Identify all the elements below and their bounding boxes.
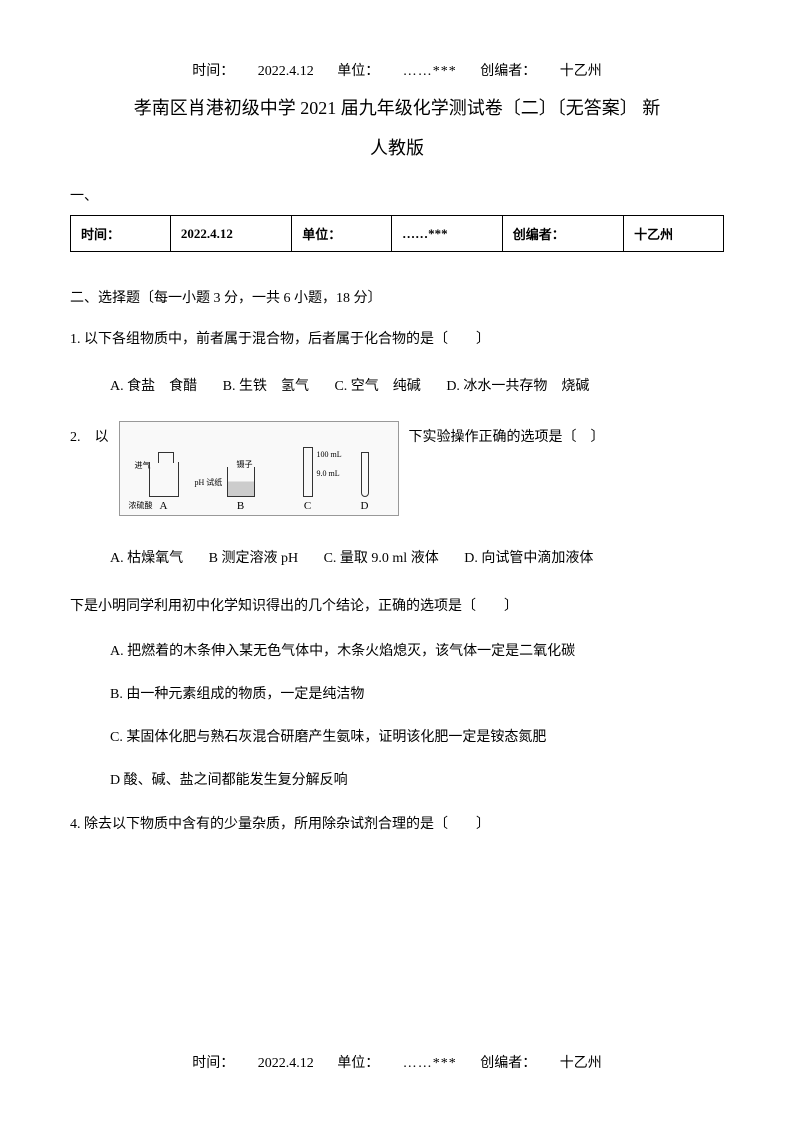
option-b: B. 生铁 氢气 [223, 379, 309, 394]
question-3-option-a: A. 把燃着的木条伸入某无色气体中，木条火焰熄灭，该气体一定是二氧化碳 [70, 639, 724, 664]
option-c: C. 量取 9.0 ml 液体 [324, 551, 439, 566]
apparatus-label-a: A [160, 500, 168, 512]
apparatus-d: D [361, 452, 369, 497]
apparatus-c-9ml: 9.0 mL [317, 469, 340, 478]
question-4: 4. 除去以下物质中含有的少量杂质，所用除杂试剂合理的是〔 〕 [70, 812, 724, 837]
table-cell: 十乙州 [624, 216, 724, 252]
cylinder-icon [303, 447, 313, 497]
apparatus-label-c: C [304, 500, 311, 512]
question-2-options: A. 枯燥氧气 B 测定溶液 pH C. 量取 9.0 ml 液体 D. 向试管… [70, 546, 724, 571]
option-d: D. 向试管中滴加液体 [464, 551, 593, 566]
question-2: 2. 以 进气 浓硫酸 A 镊子 pH 试纸 B 100 mL 9.0 mL C… [70, 421, 724, 516]
experiment-diagram: 进气 浓硫酸 A 镊子 pH 试纸 B 100 mL 9.0 mL C D [119, 421, 399, 516]
question-1: 1. 以下各组物质中，前者属于混合物，后者属于化合物的是〔 〕 [70, 327, 724, 352]
option-c: C. 空气 纯碱 [334, 379, 420, 394]
question-3-option-d: D 酸、碱、盐之间都能发生复分解反响 [70, 768, 724, 793]
document-title-line1: 孝南区肖港初级中学 2021 届九年级化学测试卷〔二〕〔无答案〕 新 [70, 90, 724, 126]
question-2-prefix: 2. 以 [70, 421, 109, 446]
apparatus-c-100ml: 100 mL [317, 450, 342, 459]
apparatus-a-acid-label: 浓硫酸 [129, 500, 153, 511]
section-2-title: 二、选择题〔每一小题 3 分，一共 6 小题，18 分〕 [70, 287, 724, 307]
header-unit-value: ……*** [403, 64, 457, 79]
option-a: A. 枯燥氧气 [110, 551, 183, 566]
section-1-marker: 一、 [70, 185, 724, 205]
table-cell: 单位： [292, 216, 392, 252]
beaker-icon [227, 467, 255, 497]
apparatus-b: 镊子 pH 试纸 B [227, 467, 255, 497]
footer-creator-value: 十乙州 [560, 1056, 602, 1071]
table-cell: ……*** [392, 216, 503, 252]
footer-unit-label: 单位： [337, 1056, 379, 1071]
footer-creator-label: 创编者： [480, 1056, 536, 1071]
footer-time-label: 时间： [192, 1056, 234, 1071]
apparatus-label-b: B [237, 500, 244, 512]
apparatus-a: 进气 浓硫酸 A [149, 462, 179, 497]
footer-time-value: 2022.4.12 [258, 1056, 314, 1071]
question-3-option-c: C. 某固体化肥与熟石灰混合研磨产生氨味，证明该化肥一定是铵态氮肥 [70, 725, 724, 750]
header-unit-label: 单位： [337, 64, 379, 79]
header-time-value: 2022.4.12 [258, 64, 314, 79]
table-cell: 创编者： [502, 216, 623, 252]
table-row: 时间： 2022.4.12 单位： ……*** 创编者： 十乙州 [71, 216, 724, 252]
header-creator-label: 创编者： [480, 64, 536, 79]
apparatus-b-ph-label: pH 试纸 [195, 477, 223, 488]
option-a: A. 食盐 食醋 [110, 379, 197, 394]
footer-unit-value: ……*** [403, 1056, 457, 1071]
test-tube-icon [361, 452, 369, 497]
option-b: B 测定溶液 pH [209, 551, 298, 566]
apparatus-label-d: D [361, 500, 369, 512]
header-creator-value: 十乙州 [560, 64, 602, 79]
question-3-intro: 下是小明同学利用初中化学知识得出的几个结论，正确的选项是〔 〕 [70, 594, 724, 619]
header-time-label: 时间： [192, 64, 234, 79]
question-1-options: A. 食盐 食醋 B. 生铁 氢气 C. 空气 纯碱 D. 冰水一共存物 烧碱 [70, 374, 724, 399]
option-d: D. 冰水一共存物 烧碱 [446, 379, 589, 394]
question-3-option-b: B. 由一种元素组成的物质，一定是纯洁物 [70, 682, 724, 707]
apparatus-c: 100 mL 9.0 mL C [303, 447, 313, 497]
question-2-suffix: 下实验操作正确的选项是〔 〕 [409, 421, 605, 446]
table-cell: 时间： [71, 216, 171, 252]
bottle-icon [149, 462, 179, 497]
page-header: 时间： 2022.4.12 单位： ……*** 创编者： 十乙州 [70, 60, 724, 80]
page-footer: 时间： 2022.4.12 单位： ……*** 创编者： 十乙州 [0, 1052, 794, 1072]
table-cell: 2022.4.12 [170, 216, 291, 252]
info-table: 时间： 2022.4.12 单位： ……*** 创编者： 十乙州 [70, 215, 724, 252]
document-title-line2: 人教版 [70, 134, 724, 160]
